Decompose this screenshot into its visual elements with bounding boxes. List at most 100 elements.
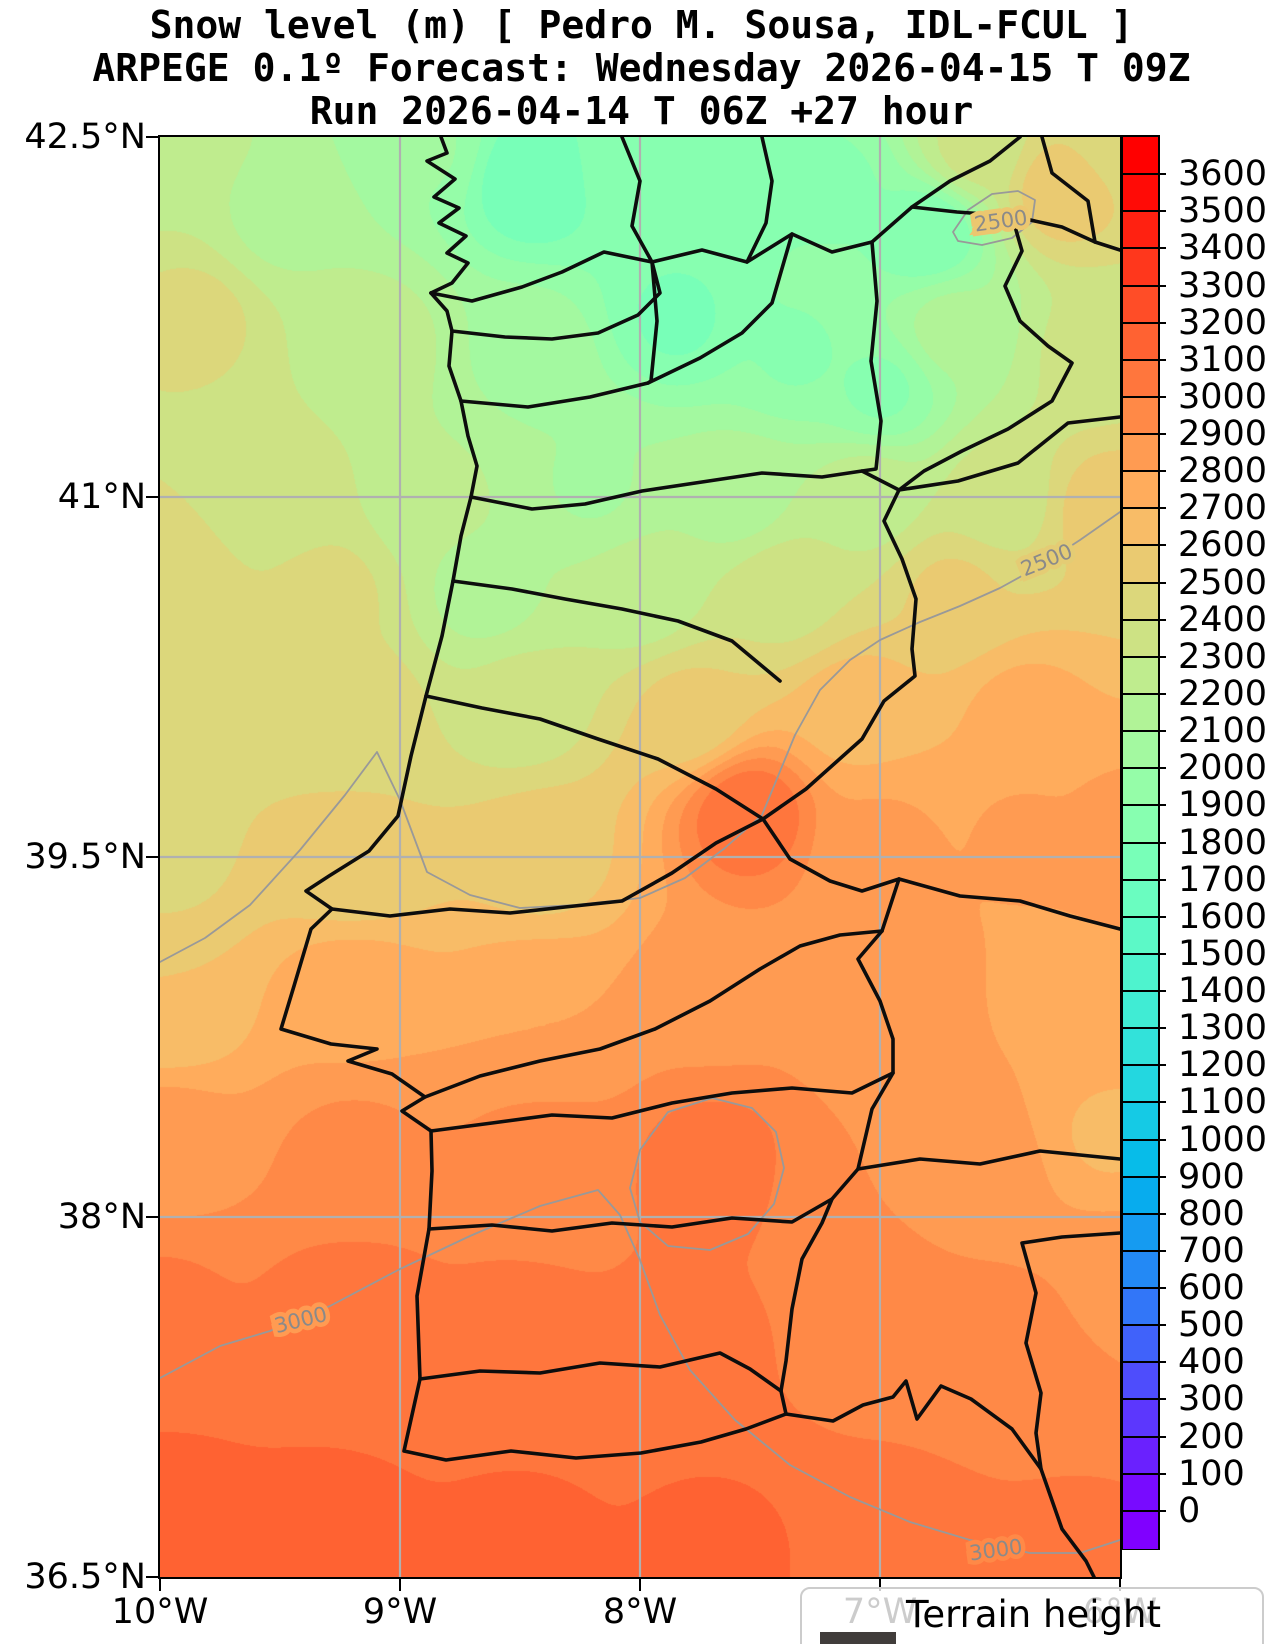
colorbar-tick-mark bbox=[1123, 1435, 1166, 1438]
colorbar-segment bbox=[1123, 1473, 1158, 1512]
colorbar-tick-mark bbox=[1123, 1138, 1166, 1141]
colorbar-segment bbox=[1123, 1510, 1158, 1549]
colorbar-segment bbox=[1123, 322, 1158, 361]
colorbar-segment bbox=[1123, 916, 1158, 955]
boundary-galicia-v4 bbox=[910, 137, 1022, 209]
boundary-district-tejo bbox=[423, 929, 884, 1099]
colorbar-tick-label: 3000 bbox=[1178, 376, 1268, 417]
boundary-galicia-v2 bbox=[745, 137, 774, 264]
map-legend: Terrain height above snow level bbox=[800, 1587, 1264, 1644]
y-tick-mark bbox=[146, 856, 158, 858]
colorbar-tick-label: 3100 bbox=[1178, 339, 1268, 380]
boundary-spain-sevilla-line bbox=[1020, 1231, 1120, 1471]
colorbar-segment bbox=[1123, 582, 1158, 621]
colorbar-tick-mark bbox=[1123, 767, 1166, 770]
colorbar-tick-mark bbox=[1123, 544, 1166, 547]
colorbar-tick-mark bbox=[1123, 1064, 1166, 1067]
contour-label-3000: 3000 bbox=[968, 1534, 1024, 1565]
legend-label-line1: Terrain height bbox=[906, 1593, 1161, 1636]
colorbar-segment bbox=[1123, 1139, 1158, 1178]
colorbar-tick-label: 1100 bbox=[1178, 1082, 1268, 1123]
colorbar-segment bbox=[1123, 693, 1158, 732]
colorbar bbox=[1121, 135, 1166, 1550]
colorbar-tick-label: 2600 bbox=[1178, 525, 1268, 566]
colorbar-tick-label: 1800 bbox=[1178, 822, 1268, 863]
colorbar-tick-label: 900 bbox=[1178, 1156, 1245, 1197]
title-line-3: Run 2026-04-14 T 06Z +27 hour bbox=[309, 89, 974, 133]
x-tick-label: 9°W bbox=[362, 1592, 438, 1632]
colorbar-tick-label: 2200 bbox=[1178, 673, 1268, 714]
colorbar-segment bbox=[1123, 174, 1158, 212]
colorbar-segment bbox=[1123, 619, 1158, 658]
boundary-galicia-v1 bbox=[620, 137, 654, 264]
colorbar-segment bbox=[1123, 1176, 1158, 1215]
y-tick-mark bbox=[146, 1576, 158, 1578]
colorbar-tick-label: 1400 bbox=[1178, 971, 1268, 1012]
colorbar-segment bbox=[1123, 731, 1158, 769]
colorbar-tick-mark bbox=[1123, 1175, 1166, 1178]
colorbar-tick-mark bbox=[1123, 730, 1166, 733]
colorbar-segment bbox=[1123, 1288, 1158, 1326]
colorbar-segment bbox=[1123, 1399, 1158, 1438]
colorbar-tick-label: 300 bbox=[1178, 1379, 1245, 1420]
colorbar-tick-label: 3600 bbox=[1178, 154, 1268, 195]
contour-label-2500: 2500 bbox=[1017, 539, 1076, 581]
legend-label: Terrain height above snow level bbox=[906, 1590, 1227, 1644]
colorbar-tick-mark bbox=[1123, 173, 1166, 176]
colorbar-segment bbox=[1123, 805, 1158, 844]
colorbar-tick-mark bbox=[1123, 952, 1166, 955]
colorbar-tick-mark bbox=[1123, 1472, 1166, 1475]
colorbar-tick-mark bbox=[1123, 1027, 1166, 1030]
contour-line-2500 bbox=[160, 511, 1120, 963]
contour-label-3000: 3000 bbox=[272, 1302, 330, 1338]
y-tick-mark bbox=[146, 496, 158, 498]
colorbar-tick-mark bbox=[1123, 804, 1166, 807]
colorbar-tick-label: 700 bbox=[1178, 1230, 1245, 1271]
colorbar-tick-mark bbox=[1123, 1287, 1166, 1290]
colorbar-tick-label: 1500 bbox=[1178, 933, 1268, 974]
colorbar-segment bbox=[1123, 396, 1158, 435]
colorbar-tick-label: 600 bbox=[1178, 1268, 1245, 1309]
colorbar-tick-mark bbox=[1123, 655, 1166, 658]
colorbar-segment bbox=[1123, 991, 1158, 1029]
colorbar-segment bbox=[1123, 248, 1158, 287]
y-tick-mark bbox=[146, 1216, 158, 1218]
colorbar-segment bbox=[1123, 1065, 1158, 1103]
colorbar-segment bbox=[1123, 137, 1158, 175]
colorbar-tick-mark bbox=[1123, 1212, 1166, 1215]
boundary-galicia-v3 bbox=[1040, 137, 1097, 244]
colorbar-tick-label: 2100 bbox=[1178, 711, 1268, 752]
legend-label-line2: above snow level bbox=[906, 1640, 1227, 1644]
x-tick-label: 8°W bbox=[602, 1592, 678, 1632]
colorbar-tick-label: 2400 bbox=[1178, 599, 1268, 640]
colorbar-segment bbox=[1123, 508, 1158, 547]
boundary-district-viana bbox=[450, 260, 662, 341]
x-tick-mark bbox=[1119, 1579, 1121, 1591]
colorbar-tick-label: 200 bbox=[1178, 1416, 1245, 1457]
colorbar-tick-label: 1300 bbox=[1178, 1008, 1268, 1049]
colorbar-tick-label: 100 bbox=[1178, 1453, 1245, 1494]
colorbar-tick-mark bbox=[1123, 358, 1166, 361]
colorbar-tick-label: 1700 bbox=[1178, 859, 1268, 900]
colorbar-tick-mark bbox=[1123, 210, 1166, 213]
colorbar-segment bbox=[1123, 1028, 1158, 1066]
y-tick-label: 36.5°N bbox=[24, 1557, 146, 1597]
colorbar-tick-mark bbox=[1123, 507, 1166, 510]
colorbar-tick-label: 2300 bbox=[1178, 636, 1268, 677]
colorbar-tick-label: 2900 bbox=[1178, 414, 1268, 455]
colorbar-segment bbox=[1123, 768, 1158, 806]
boundary-district-evora-n bbox=[429, 1071, 895, 1133]
colorbar-tick-label: 2000 bbox=[1178, 748, 1268, 789]
colorbar-segment bbox=[1123, 1213, 1158, 1252]
colorbar-segment bbox=[1123, 1436, 1158, 1475]
boundary-district-serra bbox=[424, 694, 765, 821]
boundary-border-east bbox=[761, 214, 1074, 1416]
boundary-spain-douro-line bbox=[897, 415, 1120, 492]
x-tick-mark bbox=[879, 1579, 881, 1591]
colorbar-tick-label: 400 bbox=[1178, 1342, 1245, 1383]
colorbar-tick-label: 3300 bbox=[1178, 265, 1268, 306]
colorbar-tick-mark bbox=[1123, 433, 1166, 436]
colorbar-tick-label: 1600 bbox=[1178, 896, 1268, 937]
